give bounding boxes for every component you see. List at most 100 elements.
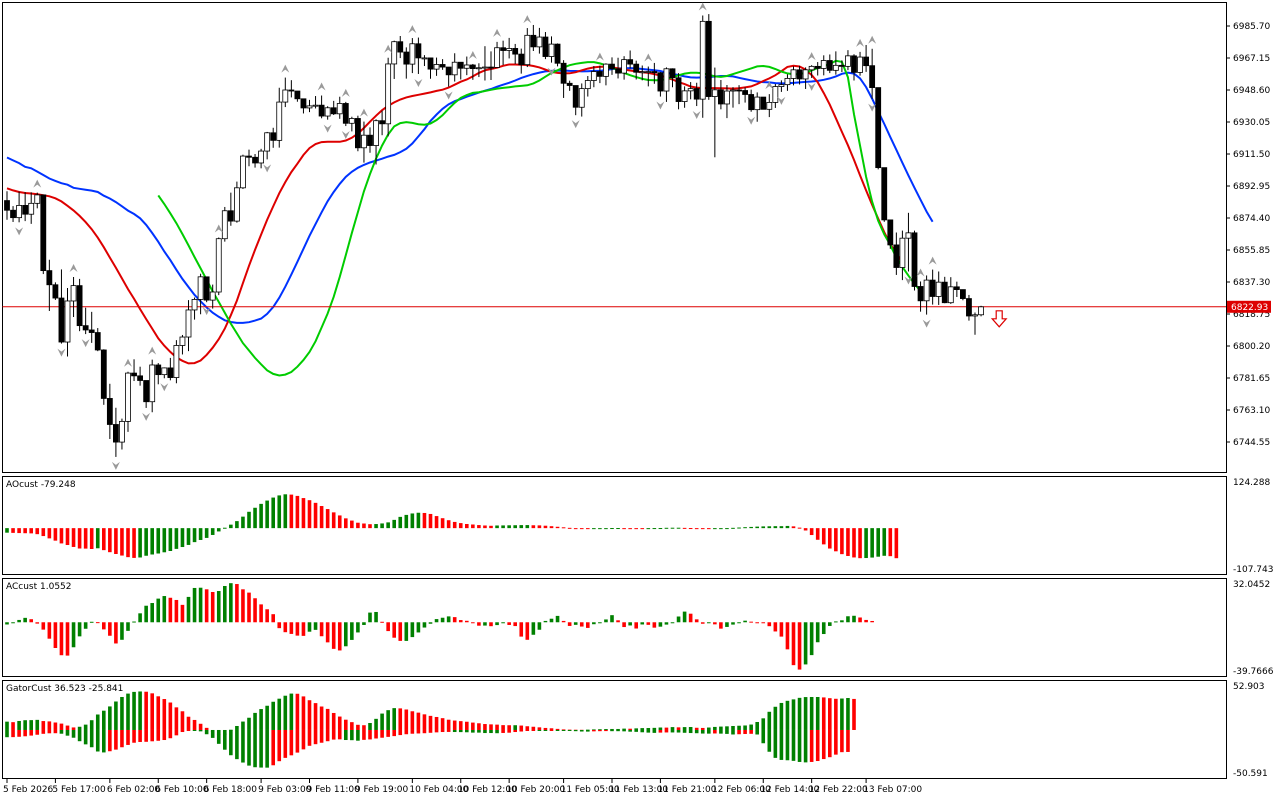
ao-bar bbox=[598, 528, 602, 530]
bear-candle bbox=[330, 107, 337, 115]
gator-lower-bar bbox=[59, 729, 64, 734]
gator-upper-bar bbox=[489, 724, 493, 730]
gator-upper-bar bbox=[713, 726, 717, 730]
ac-bar bbox=[235, 584, 239, 623]
ao-bar bbox=[537, 525, 542, 529]
gator-lower-bar bbox=[700, 729, 705, 734]
bear-candle bbox=[137, 375, 144, 381]
gator-upper-bar bbox=[416, 712, 421, 730]
bear-candle bbox=[40, 194, 47, 272]
ac-bar bbox=[507, 622, 511, 625]
gator-lower-bar bbox=[821, 729, 826, 760]
bear-candle bbox=[94, 332, 101, 351]
gator-lower-bar bbox=[737, 729, 741, 735]
gator-upper-bar bbox=[604, 729, 608, 731]
ac-bar bbox=[610, 615, 614, 623]
fractal-down-marker bbox=[747, 116, 756, 125]
ao-bar bbox=[144, 528, 148, 556]
gator-lower-bar bbox=[325, 729, 330, 742]
ao-bar bbox=[186, 528, 191, 545]
fractal-down-marker bbox=[656, 101, 665, 110]
ao-bar bbox=[95, 528, 100, 549]
ac-bar bbox=[852, 615, 856, 623]
gator-lower-bar bbox=[144, 729, 148, 742]
price-panel bbox=[2, 2, 1226, 470]
gator-upper-bar bbox=[120, 696, 124, 730]
gator-lower-bar bbox=[289, 729, 294, 756]
bear-candle bbox=[597, 71, 603, 77]
gator-lower-bar bbox=[809, 729, 814, 762]
bear-candle bbox=[953, 286, 960, 290]
fractal-down-marker bbox=[160, 383, 169, 392]
gator-lower-bar bbox=[271, 729, 275, 766]
gator-min-label: -50.591 bbox=[1233, 769, 1268, 779]
gator-upper-bar bbox=[368, 723, 372, 730]
bear-candle bbox=[427, 57, 434, 70]
ac-bar bbox=[59, 622, 64, 656]
bull-candle bbox=[524, 34, 531, 66]
gator-upper-bar bbox=[241, 721, 245, 730]
ao-bar bbox=[331, 512, 336, 529]
gator-upper-bar bbox=[35, 719, 40, 730]
ao-bar bbox=[307, 500, 312, 529]
gator-upper-bar bbox=[386, 710, 390, 730]
ac-bar bbox=[513, 622, 517, 627]
gator-lower-bar bbox=[307, 729, 312, 746]
gator-upper-bar bbox=[235, 725, 239, 730]
bear-candle bbox=[512, 48, 519, 55]
time-tick-label: 5 Feb 17:00 bbox=[52, 785, 106, 795]
fractal-up-marker bbox=[765, 81, 774, 90]
bear-candle bbox=[488, 66, 494, 69]
gator-lower-bar bbox=[779, 729, 784, 760]
gator-lower-bar bbox=[168, 729, 173, 739]
ao-bar bbox=[386, 522, 390, 529]
gator-upper-bar bbox=[731, 725, 735, 730]
ac-max-label: 32.0452 bbox=[1233, 580, 1270, 590]
gator-upper-bar bbox=[186, 716, 191, 730]
ac-bar bbox=[410, 622, 415, 638]
gator-lower-bar bbox=[241, 729, 245, 763]
ac-bar bbox=[471, 622, 475, 624]
gator-upper-bar bbox=[779, 702, 784, 730]
gator-upper-bar bbox=[89, 720, 94, 730]
ao-bar bbox=[864, 528, 868, 559]
gator-upper-bar bbox=[543, 727, 548, 730]
bull-candle bbox=[832, 64, 839, 71]
ac-bar bbox=[301, 622, 306, 636]
gator-lower-bar bbox=[543, 729, 548, 731]
gator-upper-bar bbox=[283, 695, 288, 730]
bull-candle bbox=[899, 237, 906, 268]
gator-lower-bar bbox=[622, 729, 626, 732]
ac-bar bbox=[549, 618, 554, 623]
ac-bar bbox=[416, 622, 421, 633]
bear-candle bbox=[675, 77, 682, 102]
fractal-down-marker bbox=[807, 82, 816, 91]
bull-candle bbox=[463, 64, 470, 69]
gator-upper-bar bbox=[277, 698, 282, 730]
gator-upper-bar bbox=[126, 693, 130, 730]
ac-bar bbox=[307, 622, 312, 632]
bull-candle bbox=[240, 155, 246, 189]
ac-bar bbox=[658, 622, 663, 627]
gator-lower-bar bbox=[114, 729, 118, 750]
bull-candle bbox=[584, 80, 591, 90]
gator-lower-bar bbox=[507, 729, 511, 733]
gator-lower-bar bbox=[380, 729, 384, 738]
gator-lower-bar bbox=[828, 729, 832, 758]
ac-bar bbox=[561, 620, 566, 623]
ac-bar bbox=[688, 613, 693, 623]
bear-candle bbox=[143, 380, 150, 403]
bear-candle bbox=[227, 210, 234, 222]
ao-bar bbox=[525, 525, 530, 529]
ac-bar bbox=[319, 622, 324, 637]
ac-bar bbox=[65, 622, 70, 656]
bull-candle bbox=[282, 89, 289, 103]
ao-bar bbox=[5, 528, 9, 533]
gator-upper-bar bbox=[791, 699, 796, 730]
gator-upper-bar bbox=[616, 728, 620, 730]
ac-bar bbox=[295, 622, 300, 636]
gator-upper-bar bbox=[634, 728, 638, 730]
gator-lower-bar bbox=[537, 729, 542, 731]
